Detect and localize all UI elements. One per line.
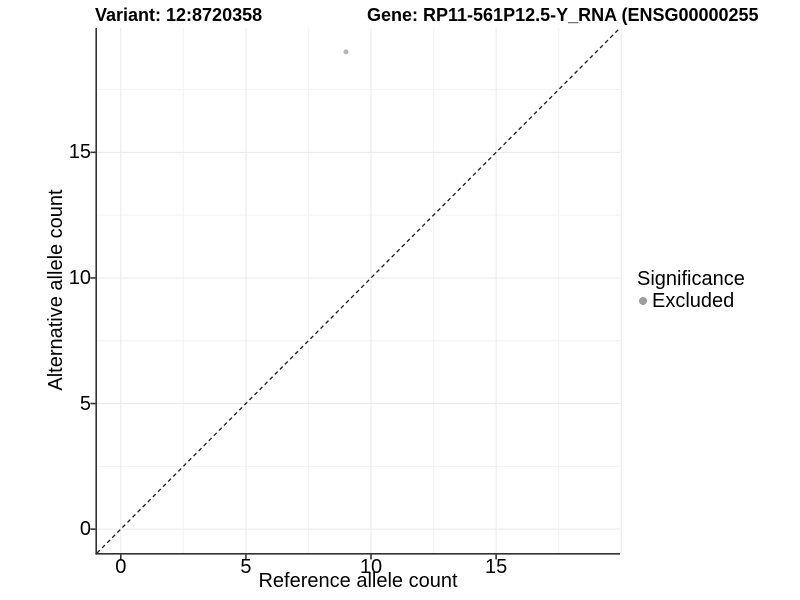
identity-dashed-line bbox=[96, 27, 621, 554]
x-tick-label: 0 bbox=[115, 556, 127, 578]
y-axis-title: Alternative allele count bbox=[45, 189, 67, 391]
x-axis-title: Reference allele count bbox=[258, 570, 458, 592]
legend-entry-excluded: Excluded bbox=[637, 290, 745, 312]
x-tick-label: 10 bbox=[359, 556, 383, 578]
y-tick-label: 0 bbox=[79, 518, 91, 541]
y-tick-label: 10 bbox=[68, 266, 91, 289]
y-tick-label: 5 bbox=[79, 392, 91, 415]
y-tick-label: 15 bbox=[68, 141, 91, 164]
plot-title-gene: Gene: RP11-561P12.5-Y_RNA (ENSG00000255 bbox=[367, 5, 759, 25]
legend-entry-label: Excluded bbox=[652, 290, 735, 312]
legend: Significance Excluded bbox=[637, 268, 745, 312]
x-tick-label: 15 bbox=[485, 556, 508, 578]
legend-point-icon bbox=[639, 297, 647, 305]
x-tick-label: 5 bbox=[240, 556, 252, 578]
legend-title: Significance bbox=[637, 268, 745, 290]
plot-title-variant: Variant: 12:8720358 bbox=[95, 5, 263, 25]
data-point bbox=[343, 49, 349, 55]
